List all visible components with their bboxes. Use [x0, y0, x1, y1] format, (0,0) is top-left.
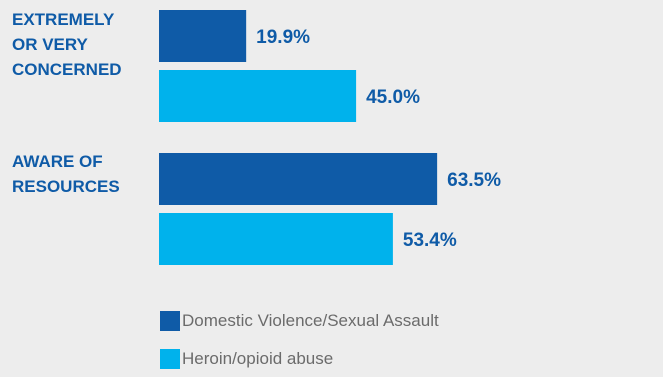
legend-swatch: [160, 311, 180, 331]
legend-swatch: [160, 349, 180, 369]
data-label: 63.5%: [447, 170, 501, 191]
data-label: 45.0%: [366, 87, 420, 108]
category-label: EXTREMELY OR VERY CONCERNED: [12, 10, 122, 79]
bar: [159, 10, 247, 62]
legend-entry: Heroin/opioid abuse: [182, 349, 333, 368]
data-label: 19.9%: [256, 27, 310, 48]
bar: [159, 213, 393, 265]
category-label: AWARE OF RESOURCES: [12, 152, 120, 196]
bar: [159, 153, 438, 205]
legend-entry: Domestic Violence/Sexual Assault: [182, 311, 439, 330]
data-label: 53.4%: [403, 230, 457, 251]
bar: [159, 70, 357, 122]
